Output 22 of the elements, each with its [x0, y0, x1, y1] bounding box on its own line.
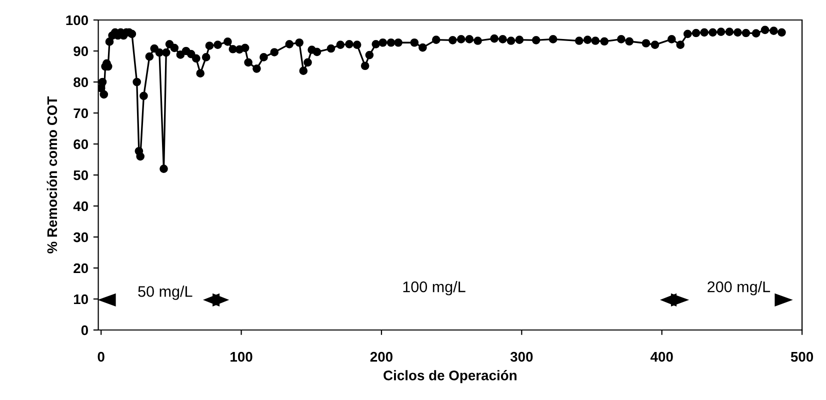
- x-tick-label: 500: [790, 352, 814, 362]
- x-tick-label: 100: [230, 352, 252, 362]
- annotation: 100 mg/L: [403, 281, 466, 296]
- x-tick-label: 200: [370, 352, 392, 362]
- annotation: 200 mg/L: [708, 281, 770, 296]
- y-tick-label: 60: [74, 139, 88, 150]
- y-tick-label: 90: [74, 46, 88, 56]
- y-tick-label: 80: [74, 77, 88, 88]
- annotation: 50 mg/L: [138, 286, 192, 300]
- y-tick-label: 40: [73, 201, 88, 212]
- y-tick-label: 0: [81, 325, 88, 336]
- y-tick-label: 100: [66, 15, 88, 26]
- y-tick-label: 30: [73, 232, 88, 242]
- x-tick-label: 400: [650, 352, 673, 362]
- y-axis-title: % Remoción como COT: [46, 96, 58, 254]
- y-tick-label: 70: [74, 108, 88, 118]
- x-tick-label: 300: [510, 352, 533, 362]
- y-tick-label: 10: [74, 294, 88, 304]
- x-tick-label: 0: [98, 352, 104, 362]
- x-axis-title: Ciclos de Operación: [384, 370, 516, 384]
- y-tick-label: 50: [74, 170, 88, 180]
- y-tick-label: 20: [74, 263, 88, 274]
